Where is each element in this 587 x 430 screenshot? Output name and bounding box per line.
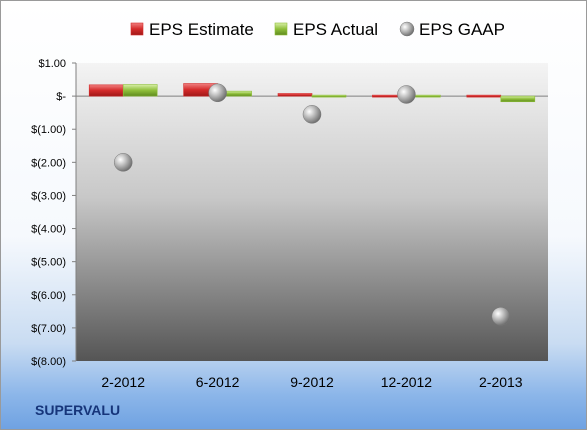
y-tick-label: $(2.00) <box>31 157 66 169</box>
legend-gaap-label: EPS GAAP <box>419 20 505 39</box>
y-axis: $1.00 $- $(1.00) $(2.00) $(3.00) $(4.00) $(5.0… <box>31 58 77 368</box>
legend-estimate-label: EPS Estimate <box>149 20 254 39</box>
y-tick-label: $(8.00) <box>31 356 66 368</box>
x-tick-label: 2-2013 <box>479 374 523 390</box>
legend-actual-label: EPS Actual <box>293 20 378 39</box>
gaap-point <box>491 307 511 326</box>
gaap-point <box>208 83 227 103</box>
x-tick-label: 9-2012 <box>290 374 334 390</box>
gaap-points <box>113 83 511 326</box>
estimate-bar <box>88 84 124 97</box>
y-tick-label: $- <box>56 91 66 103</box>
y-tick-label: $(7.00) <box>31 323 66 335</box>
y-tick-label: $(5.00) <box>31 257 66 269</box>
company-name: SUPERVALU <box>35 402 121 418</box>
gaap-point <box>302 105 322 124</box>
gaap-point <box>397 85 416 104</box>
y-tick-label: $(1.00) <box>31 124 66 136</box>
estimate-bar <box>466 94 502 98</box>
estimate-bar <box>277 93 313 97</box>
gaap-point <box>113 153 133 172</box>
y-tick-label: $1.00 <box>38 58 66 70</box>
legend-estimate-swatch <box>130 22 144 36</box>
actual-bar <box>311 94 347 98</box>
y-tick-label: $(3.00) <box>31 190 66 202</box>
legend-gaap-swatch <box>399 21 415 37</box>
x-tick-label: 12-2012 <box>381 374 433 390</box>
legend-actual-swatch <box>274 22 288 36</box>
y-tick-label: $(4.00) <box>31 224 66 236</box>
x-tick-label: 2-2012 <box>101 374 145 390</box>
legend: EPS Estimate EPS Actual EPS GAAP <box>130 20 505 39</box>
y-tick-label: $(6.00) <box>31 290 66 302</box>
actual-bar <box>122 84 158 97</box>
actual-bar <box>500 95 536 103</box>
x-tick-label: 6-2012 <box>196 374 240 390</box>
